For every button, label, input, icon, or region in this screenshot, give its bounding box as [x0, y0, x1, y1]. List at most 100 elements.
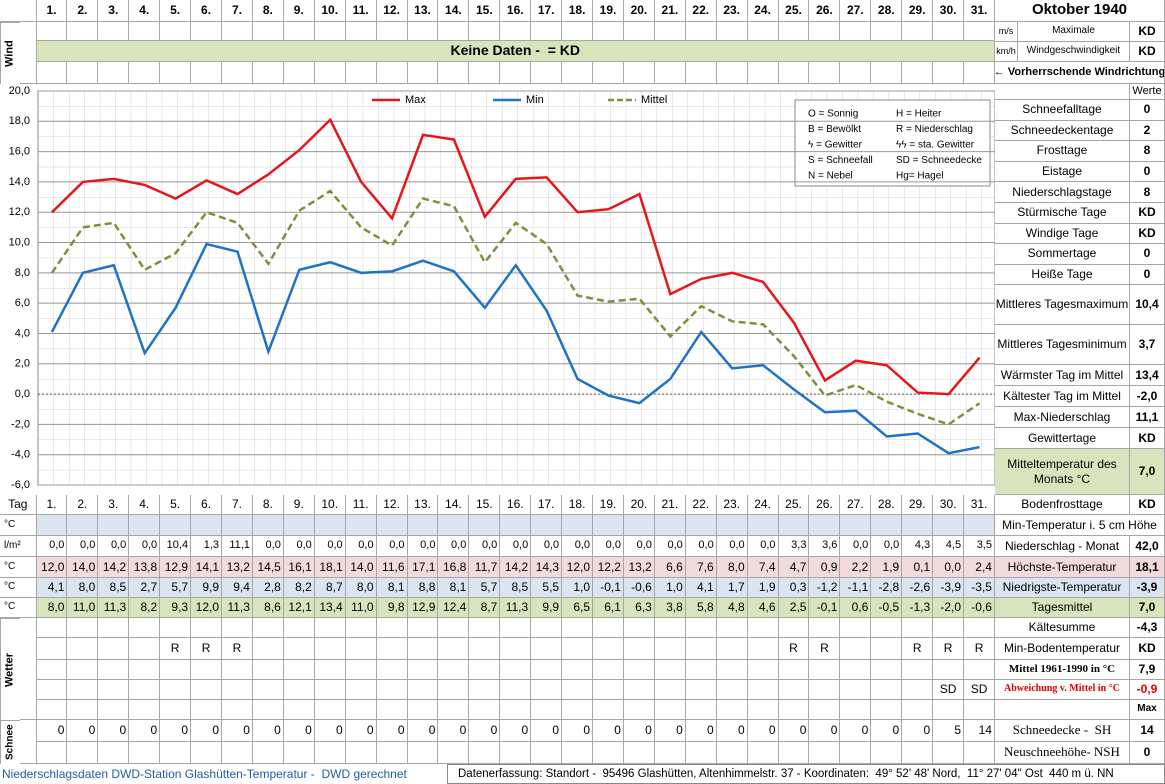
wind-cell: [98, 62, 130, 84]
weather-cell: [871, 700, 903, 720]
weather-cell: [902, 700, 934, 720]
summary-label: Abweichung v. Mittel in °C: [995, 680, 1130, 700]
temp-cell: 4,7: [778, 557, 810, 578]
weather-cell: [129, 638, 161, 660]
stat-label: Mitteltemperatur des Monats °C: [995, 449, 1130, 495]
wind-cell: [469, 62, 501, 84]
weather-cell: [500, 700, 532, 720]
temp-cell: 5,5: [531, 578, 563, 598]
y-tick-label: -4,0: [11, 449, 30, 461]
y-tick-label: 10,0: [9, 236, 30, 248]
day-cell: 2.: [67, 495, 99, 515]
weather-cell: [67, 638, 99, 660]
weather-cell: [407, 700, 439, 720]
temp-cell: 5,7: [160, 578, 192, 598]
day-cell: 20.: [623, 495, 655, 515]
new-snow-cell: [191, 742, 222, 764]
weather-cell: [314, 680, 346, 700]
snow-cell: 14: [964, 720, 995, 742]
weather-cell: [345, 700, 377, 720]
day-header: 2.: [67, 0, 99, 22]
weather-cell: [345, 618, 377, 638]
weather-cell: [840, 700, 872, 720]
temp-cell: 13,2: [623, 557, 655, 578]
stat-value: 7,0: [1130, 449, 1165, 495]
weather-cell: [314, 618, 346, 638]
wind-cell: [654, 22, 686, 41]
werte-header: Werte: [1130, 84, 1165, 100]
weather-cell: [376, 700, 408, 720]
snow-cell: 0: [593, 720, 624, 742]
temp-cell: 6,6: [654, 557, 686, 578]
new-snow-cell: [438, 742, 470, 764]
temp-cell: -0,6: [623, 578, 655, 598]
weather-cell: [871, 680, 903, 700]
wind-cell: [685, 22, 717, 41]
temp-cell: 0,1: [902, 557, 934, 578]
wind-cell: [67, 22, 99, 41]
wind-cell: [778, 62, 810, 84]
y-tick-label: -2,0: [11, 418, 30, 430]
precip-cell: 0,0: [685, 536, 717, 557]
precip-cell: 4,3: [902, 536, 934, 557]
weather-cell: [778, 618, 810, 638]
wind-label: Wind: [0, 22, 20, 84]
snow-cell: 0: [747, 720, 779, 742]
snow-label: Schnee: [0, 720, 20, 764]
new-snow-cell: [376, 742, 408, 764]
soil-temp-cell: [314, 515, 346, 536]
wind-cell: [407, 62, 439, 84]
weather-cell: [531, 638, 563, 660]
wind-cell: [314, 62, 346, 84]
soil-temp-cell: [778, 515, 810, 536]
weather-cell: [747, 618, 779, 638]
weather-cell: [469, 700, 501, 720]
stat-label: Sommertage: [995, 244, 1130, 265]
temp-cell: 11,3: [500, 598, 532, 618]
weather-cell: [407, 638, 439, 660]
summary-value: 42,0: [1130, 536, 1165, 557]
temp-cell: 17,1: [407, 557, 439, 578]
wind-cell: [314, 22, 346, 41]
summary-label: Tagesmittel: [995, 598, 1130, 618]
weather-cell: [98, 618, 130, 638]
weather-cell: [160, 660, 192, 680]
temp-cell: -3,5: [964, 578, 995, 598]
stat-value: KD: [1130, 495, 1165, 515]
temp-cell: 16,1: [283, 557, 315, 578]
wind-cell: [222, 22, 253, 41]
day-header: 19.: [593, 0, 624, 22]
temperature-chart: -6,0 -4,0 -2,0 0,0 2,0 4,0 6,0 8,0 10,0 12,0 14,0 1…: [9, 85, 995, 491]
temp-cell: 14,5: [252, 557, 284, 578]
temp-cell: -1,3: [902, 598, 934, 618]
symbol-legend-box: [794, 99, 991, 187]
stat-label: Mittleres Tagesmaximum: [995, 285, 1130, 326]
wind-cell: [840, 62, 872, 84]
precip-cell: 0,0: [871, 536, 903, 557]
temp-cell: 12,4: [438, 598, 470, 618]
stat-value: 0: [1130, 244, 1165, 265]
new-snow-cell: [654, 742, 686, 764]
soil-temp-cell: [747, 515, 779, 536]
temp-cell: 7,6: [685, 557, 717, 578]
weather-cell: [747, 700, 779, 720]
temp-cell: 9,9: [531, 598, 563, 618]
weather-cell: [438, 700, 470, 720]
snow-cell: 0: [809, 720, 841, 742]
corner-cell: [0, 0, 37, 22]
weather-cell: [191, 618, 222, 638]
weather-cell: [654, 660, 686, 680]
wind-cell: [809, 62, 841, 84]
wind-cell: [283, 22, 315, 41]
weather-cell: [98, 680, 130, 700]
temp-cell: 0,6: [840, 598, 872, 618]
precip-cell: 0,0: [531, 536, 563, 557]
weather-cell: [902, 660, 934, 680]
wind-cell: [623, 62, 655, 84]
day-cell: 21.: [654, 495, 686, 515]
soil-temp-cell: [283, 515, 315, 536]
wind-value: KD: [1130, 42, 1165, 62]
stat-value: 13,4: [1130, 365, 1165, 387]
temp-cell: 11,3: [98, 598, 130, 618]
new-snow-cell: [160, 742, 192, 764]
